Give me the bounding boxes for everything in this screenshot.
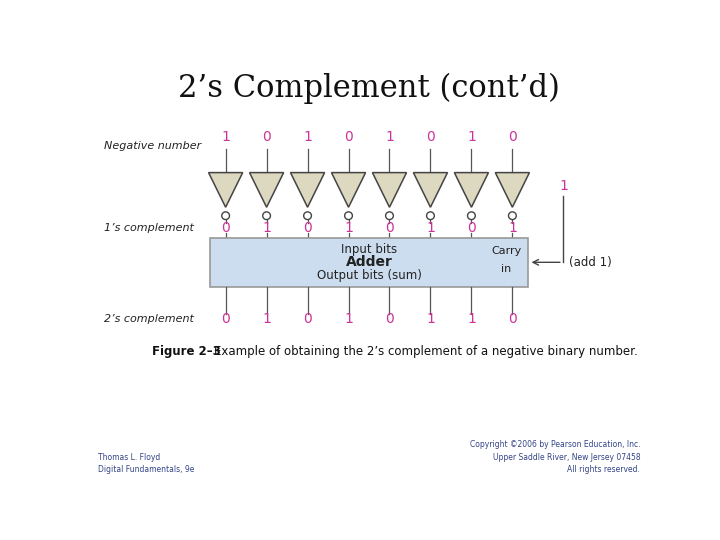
Circle shape: [508, 212, 516, 220]
Polygon shape: [413, 173, 448, 207]
Text: Input bits: Input bits: [341, 242, 397, 255]
Circle shape: [222, 212, 230, 220]
Text: 1: 1: [426, 312, 435, 326]
Text: 2’s Complement (cont’d): 2’s Complement (cont’d): [178, 72, 560, 104]
Text: 1: 1: [467, 312, 476, 326]
Text: 0: 0: [303, 221, 312, 235]
Circle shape: [345, 212, 352, 220]
Text: 0: 0: [221, 312, 230, 326]
Text: 0: 0: [385, 312, 394, 326]
Text: Figure 2–3: Figure 2–3: [152, 345, 221, 357]
Text: 0: 0: [467, 221, 476, 235]
Polygon shape: [209, 173, 243, 207]
Text: Example of obtaining the 2’s complement of a negative binary number.: Example of obtaining the 2’s complement …: [214, 345, 638, 357]
Circle shape: [304, 212, 312, 220]
Polygon shape: [454, 173, 488, 207]
Text: Output bits (sum): Output bits (sum): [317, 269, 421, 282]
FancyBboxPatch shape: [210, 238, 528, 287]
Text: (add 1): (add 1): [569, 256, 612, 269]
Text: Thomas L. Floyd
Digital Fundamentals, 9e: Thomas L. Floyd Digital Fundamentals, 9e: [98, 453, 194, 475]
Text: 1: 1: [221, 130, 230, 144]
Text: Copyright ©2006 by Pearson Education, Inc.
Upper Saddle River, New Jersey 07458
: Copyright ©2006 by Pearson Education, In…: [469, 441, 640, 475]
Text: 0: 0: [426, 130, 435, 144]
Text: Carry: Carry: [491, 246, 521, 256]
Text: 0: 0: [508, 312, 517, 326]
Polygon shape: [290, 173, 325, 207]
Polygon shape: [372, 173, 407, 207]
Text: 0: 0: [508, 130, 517, 144]
Text: Adder: Adder: [346, 255, 392, 269]
Text: 0: 0: [221, 221, 230, 235]
Text: 1: 1: [262, 221, 271, 235]
Text: 1: 1: [385, 130, 394, 144]
Text: 0: 0: [262, 130, 271, 144]
Text: 1: 1: [303, 130, 312, 144]
Text: 1: 1: [344, 312, 353, 326]
Text: 1’s complement: 1’s complement: [104, 223, 194, 233]
Text: 2’s complement: 2’s complement: [104, 314, 194, 324]
Circle shape: [386, 212, 393, 220]
Text: 0: 0: [385, 221, 394, 235]
Text: 0: 0: [344, 130, 353, 144]
Text: Negative number: Negative number: [104, 140, 201, 151]
Text: in: in: [501, 264, 511, 274]
Text: 1: 1: [262, 312, 271, 326]
Polygon shape: [495, 173, 529, 207]
Text: 1: 1: [467, 130, 476, 144]
Text: 1: 1: [426, 221, 435, 235]
Circle shape: [263, 212, 271, 220]
Circle shape: [467, 212, 475, 220]
Text: 1: 1: [344, 221, 353, 235]
Text: 1: 1: [508, 221, 517, 235]
Polygon shape: [331, 173, 366, 207]
Text: 0: 0: [303, 312, 312, 326]
Text: 1: 1: [560, 179, 569, 193]
Polygon shape: [250, 173, 284, 207]
Circle shape: [426, 212, 434, 220]
